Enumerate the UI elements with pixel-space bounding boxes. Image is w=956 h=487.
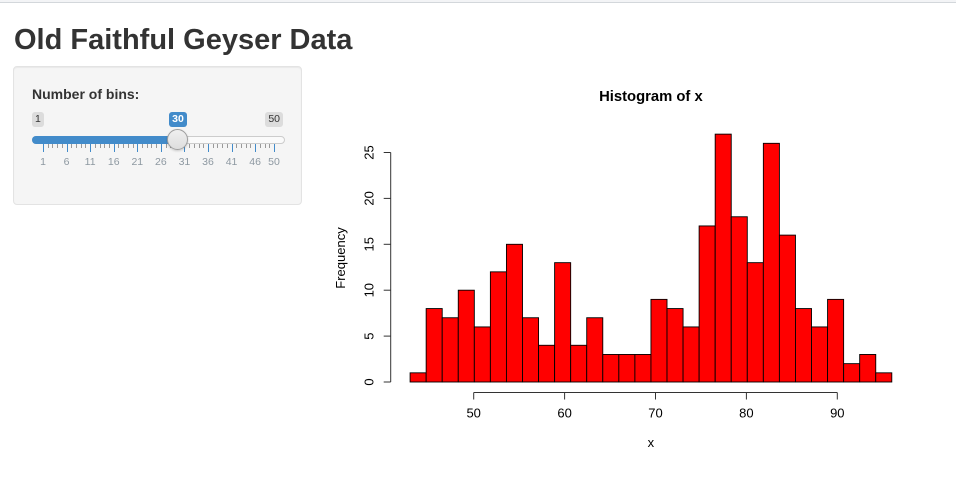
svg-text:25: 25 xyxy=(362,145,377,159)
svg-text:60: 60 xyxy=(557,406,571,421)
svg-text:50: 50 xyxy=(466,406,480,421)
svg-text:70: 70 xyxy=(648,406,662,421)
svg-text:90: 90 xyxy=(830,406,844,421)
svg-text:Histogram of x: Histogram of x xyxy=(599,89,703,105)
svg-text:80: 80 xyxy=(739,406,753,421)
svg-text:15: 15 xyxy=(362,237,377,251)
svg-text:x: x xyxy=(648,435,655,450)
svg-text:10: 10 xyxy=(362,283,377,297)
svg-text:5: 5 xyxy=(362,332,377,339)
svg-text:Frequency: Frequency xyxy=(333,227,348,289)
svg-text:20: 20 xyxy=(362,191,377,205)
svg-text:0: 0 xyxy=(362,378,377,385)
